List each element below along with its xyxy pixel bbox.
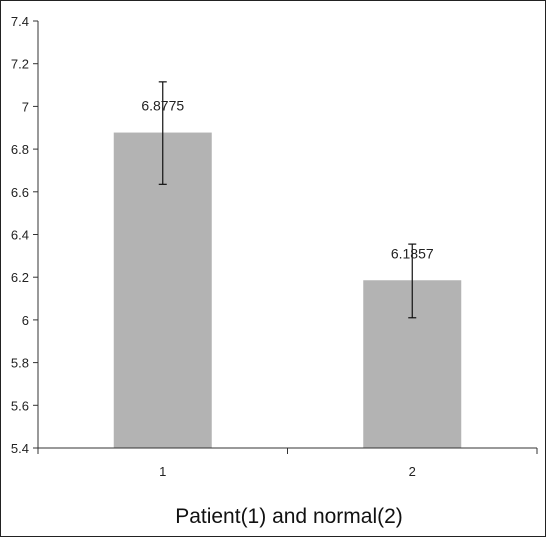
x-tick-label: 2	[409, 464, 416, 479]
y-axis-ticks: 5.4 5.6 5.8 6 6.2 6.4 6.6 6.8 7 7.2 7.4	[11, 14, 38, 456]
y-tick-label: 7	[22, 99, 29, 114]
x-tick-label: 1	[159, 464, 166, 479]
y-tick-label: 6.6	[11, 185, 29, 200]
y-tick-label: 5.8	[11, 356, 29, 371]
y-tick-label: 7.4	[11, 14, 29, 29]
data-label: 6.8775	[141, 98, 184, 114]
y-tick-label: 5.6	[11, 398, 29, 413]
bars	[113, 132, 462, 448]
error-bars: 6.8775 6.1857	[141, 81, 434, 319]
y-tick-label: 6.2	[11, 270, 29, 285]
y-tick-label: 6	[22, 313, 29, 328]
y-tick-label: 7.2	[11, 57, 29, 72]
bar-1	[113, 132, 212, 448]
y-tick-label: 6.8	[11, 142, 29, 157]
x-axis-label: Patient(1) and normal(2)	[175, 505, 403, 528]
y-tick-label: 5.4	[11, 441, 29, 456]
data-label: 6.1857	[391, 245, 434, 261]
y-tick-label: 6.4	[11, 228, 29, 243]
